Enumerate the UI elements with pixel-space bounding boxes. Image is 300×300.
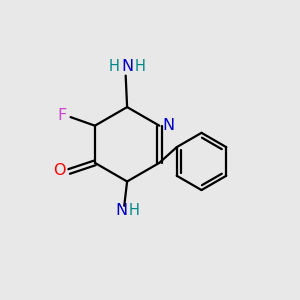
Text: N: N bbox=[115, 203, 128, 218]
Text: N: N bbox=[163, 118, 175, 133]
Text: F: F bbox=[57, 108, 66, 123]
Text: H: H bbox=[135, 59, 146, 74]
Text: N: N bbox=[121, 59, 133, 74]
Text: H: H bbox=[129, 203, 140, 218]
Text: O: O bbox=[53, 163, 66, 178]
Text: H: H bbox=[109, 59, 120, 74]
